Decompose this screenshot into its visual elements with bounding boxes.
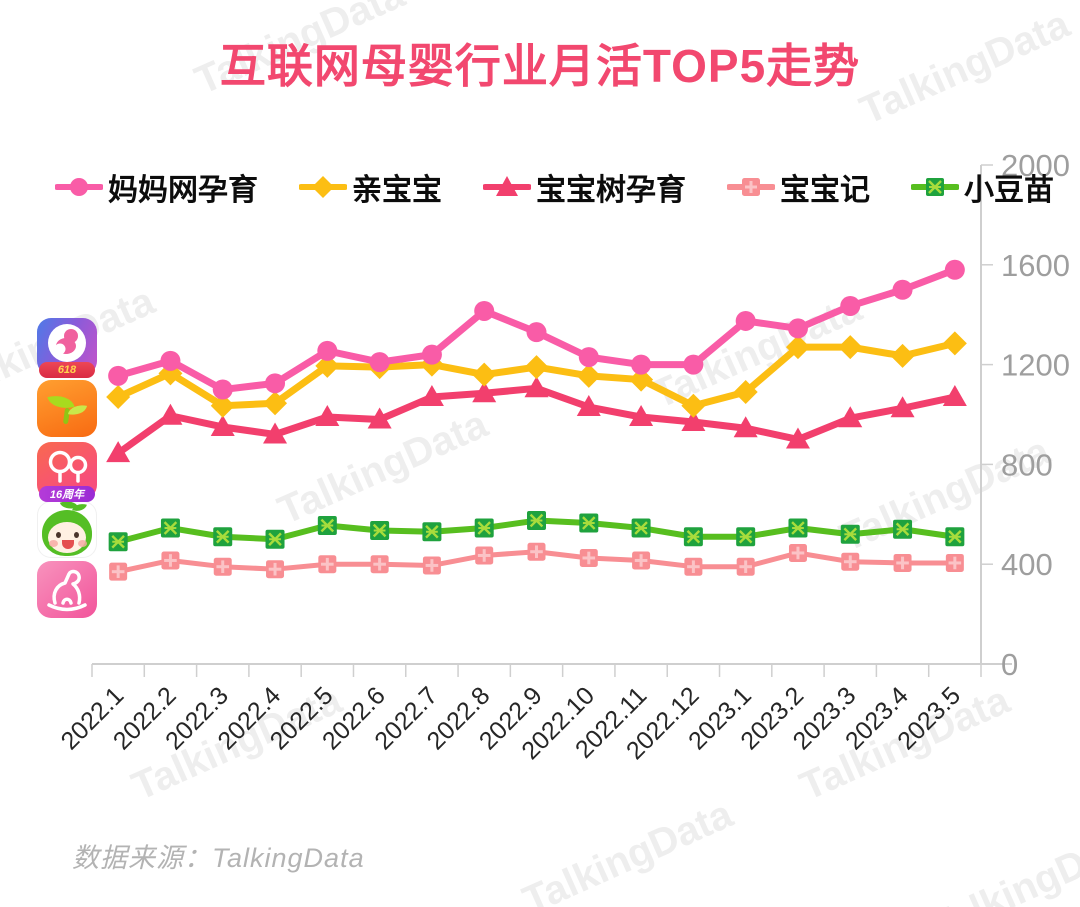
marker-circle	[108, 365, 129, 386]
badge-618: 618	[39, 362, 95, 378]
marker-diamond	[106, 385, 131, 410]
twin-trees-icon	[48, 450, 88, 483]
marker-triangle	[367, 407, 392, 429]
y-axis-label: 2000	[1001, 148, 1070, 183]
legend-marker-square-plus-icon	[727, 178, 775, 196]
marker-diamond	[838, 335, 863, 360]
chart-title: 互联网母婴行业月活TOP5走势	[219, 40, 861, 92]
marker-diamond	[733, 380, 758, 405]
marker-circle	[265, 373, 286, 394]
legend-item-baobaoshu-yunyu[interactable]: 宝宝树孕育	[483, 165, 686, 209]
marker-triangle	[629, 404, 654, 426]
marker-triangle	[210, 414, 235, 436]
legend-label: 小豆苗	[964, 174, 1054, 207]
legend-item-xiaodoumiao[interactable]: 小豆苗	[911, 165, 1054, 209]
legend-label: 宝宝树孕育	[536, 174, 686, 207]
marker-triangle	[263, 422, 288, 444]
y-axis-label: 800	[1001, 447, 1053, 482]
y-axis-label: 1200	[1001, 348, 1070, 383]
y-axis-label: 400	[1001, 547, 1053, 582]
marker-circle	[787, 318, 808, 339]
data-source-note: 数据来源：TalkingData	[72, 843, 365, 873]
legend-item-mamawang-yunyu[interactable]: 妈妈网孕育	[55, 165, 258, 209]
chart-legend: 妈妈网孕育 亲宝宝 宝宝树孕育 宝宝记 小豆苗	[55, 166, 1054, 208]
marker-triangle	[576, 395, 601, 417]
marker-circle	[578, 347, 599, 368]
legend-label: 妈妈网孕育	[108, 174, 258, 207]
marker-diamond	[681, 393, 706, 418]
marker-diamond	[629, 367, 654, 392]
marker-circle	[631, 354, 652, 375]
marker-circle	[369, 352, 390, 373]
marker-circle	[474, 300, 495, 321]
marker-circle	[840, 295, 861, 316]
app-icon-baobaoji	[37, 561, 97, 618]
fetus-icon	[48, 324, 86, 362]
series-line-baobaoshu-yunyu	[114, 384, 959, 457]
app-icon-mamawang-yunyu: 618	[37, 318, 97, 378]
legend-marker-triangle-icon	[483, 176, 531, 196]
marker-diamond	[210, 393, 235, 418]
legend-marker-diamond-icon	[299, 176, 347, 198]
rocking-horse-icon	[47, 569, 87, 612]
marker-triangle	[106, 441, 131, 463]
marker-diamond	[890, 343, 915, 368]
marker-triangle	[158, 403, 183, 425]
app-icon-baobaoshu-yunyu: 16周年	[37, 442, 97, 502]
marker-triangle	[681, 409, 706, 431]
marker-triangle	[838, 406, 863, 428]
y-axis-label: 0	[1001, 647, 1018, 682]
marker-triangle	[315, 404, 340, 426]
marker-triangle	[942, 385, 967, 407]
app-icon-qinbaobao	[37, 380, 97, 437]
marker-diamond	[315, 353, 340, 378]
marker-circle	[160, 350, 181, 371]
marker-diamond	[263, 391, 288, 416]
marker-circle	[212, 379, 233, 400]
marker-circle	[892, 279, 913, 300]
legend-label: 亲宝宝	[352, 174, 442, 207]
y-axis-label: 1600	[1001, 248, 1070, 283]
marker-circle	[944, 259, 965, 280]
marker-diamond	[785, 335, 810, 360]
marker-diamond	[576, 363, 601, 388]
marker-diamond	[472, 362, 497, 387]
marker-triangle	[419, 385, 444, 407]
legend-marker-circle-icon	[55, 178, 103, 196]
legend-label: 宝宝记	[780, 174, 870, 207]
legend-item-qinbaobao[interactable]: 亲宝宝	[299, 165, 442, 209]
marker-circle	[421, 344, 442, 365]
marker-triangle	[524, 376, 549, 398]
marker-diamond	[524, 355, 549, 380]
app-icon-xiaodoumiao	[37, 501, 97, 558]
marker-triangle	[890, 396, 915, 418]
marker-circle	[735, 310, 756, 331]
legend-item-baobaoji[interactable]: 宝宝记	[727, 165, 870, 209]
legend-marker-square-x-icon	[911, 178, 959, 196]
marker-circle	[317, 340, 338, 361]
marker-circle	[683, 354, 704, 375]
marker-triangle	[733, 416, 758, 438]
marker-circle	[526, 322, 547, 343]
marker-triangle	[785, 427, 810, 449]
marker-diamond	[942, 331, 967, 356]
marker-triangle	[472, 381, 497, 403]
badge-16-anniversary: 16周年	[39, 486, 95, 502]
